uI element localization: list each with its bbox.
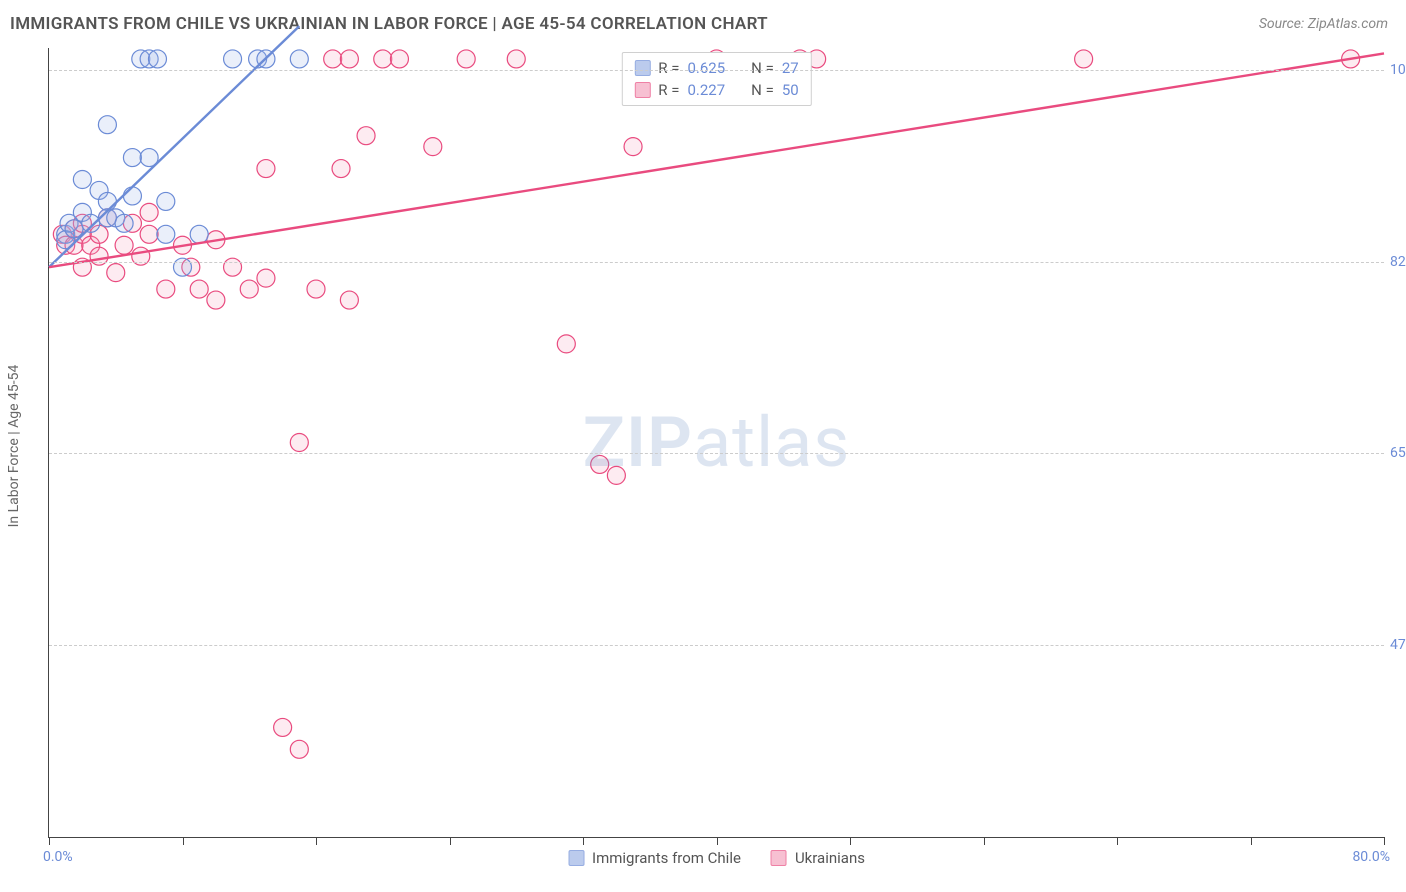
x-tick [183,837,184,845]
legend-swatch-ukraine [634,82,650,98]
data-point [390,50,408,68]
data-point [82,214,100,232]
data-point [374,50,392,68]
legend-label: Immigrants from Chile [592,849,741,867]
data-point [557,335,575,353]
data-point [98,116,116,134]
legend-label: Ukrainians [795,849,865,867]
x-tick [1384,837,1385,845]
data-point [140,225,158,243]
chart-title: IMMIGRANTS FROM CHILE VS UKRAINIAN IN LA… [10,14,768,34]
data-point [290,50,308,68]
gridline [49,645,1384,646]
data-point [324,50,342,68]
x-tick [316,837,317,845]
x-tick [1117,837,1118,845]
data-point [240,280,258,298]
y-tick-label: 47.5% [1390,637,1406,653]
data-point [140,203,158,221]
data-point [424,138,442,156]
legend-item: Immigrants from Chile [568,849,741,867]
data-point [607,466,625,484]
data-point [190,225,208,243]
data-point [190,280,208,298]
data-point [148,50,166,68]
n-label: N = [751,59,774,77]
data-point [115,236,133,254]
x-tick [450,837,451,845]
data-point [157,280,175,298]
data-point [307,280,325,298]
legend-series: Immigrants from Chile Ukrainians [568,849,865,867]
data-point [115,214,133,232]
n-value: 50 [782,81,799,99]
data-point [290,434,308,452]
x-tick [984,837,985,845]
data-point [624,138,642,156]
x-tick [583,837,584,845]
gridline [49,70,1384,71]
data-point [257,269,275,287]
r-label: R = [658,59,679,77]
data-point [123,187,141,205]
data-point [1075,50,1093,68]
data-point [157,225,175,243]
data-point [340,291,358,309]
data-point [357,127,375,145]
y-tick-label: 100.0% [1390,62,1406,78]
data-point [507,50,525,68]
data-point [65,220,83,238]
data-point [123,149,141,167]
legend-item: Ukrainians [771,849,865,867]
data-point [290,740,308,758]
gridline [49,453,1384,454]
legend-swatch-chile [634,60,650,76]
x-tick [717,837,718,845]
gridline [49,262,1384,263]
y-tick-label: 82.5% [1390,254,1406,270]
data-point [207,291,225,309]
x-tick [1251,837,1252,845]
data-point [274,718,292,736]
source-attribution: Source: ZipAtlas.com [1259,16,1388,32]
legend-swatch-chile [568,850,584,866]
plot-area: ZIPatlas R = 0.625 N = 27 R = 0.227 N = … [48,48,1384,838]
n-label: N = [751,81,774,99]
y-tick-label: 65.0% [1390,445,1406,461]
legend-row: R = 0.625 N = 27 [634,57,798,79]
data-point [332,160,350,178]
n-value: 27 [782,59,799,77]
x-axis-min-label: 0.0% [43,849,73,865]
y-axis-label: In Labor Force | Age 45-54 [6,365,22,528]
data-point [591,455,609,473]
x-tick [850,837,851,845]
r-value: 0.227 [687,81,725,99]
data-point [224,50,242,68]
data-point [340,50,358,68]
x-tick [49,837,50,845]
x-axis-max-label: 80.0% [1352,849,1390,865]
legend-row: R = 0.227 N = 50 [634,79,798,101]
legend-swatch-ukraine [771,850,787,866]
r-label: R = [658,81,679,99]
data-point [98,192,116,210]
data-point [73,171,91,189]
data-point [157,192,175,210]
data-point [457,50,475,68]
data-point [107,264,125,282]
chart-svg [49,48,1384,837]
data-point [257,160,275,178]
legend-correlation: R = 0.625 N = 27 R = 0.227 N = 50 [621,52,811,106]
r-value: 0.625 [687,59,725,77]
